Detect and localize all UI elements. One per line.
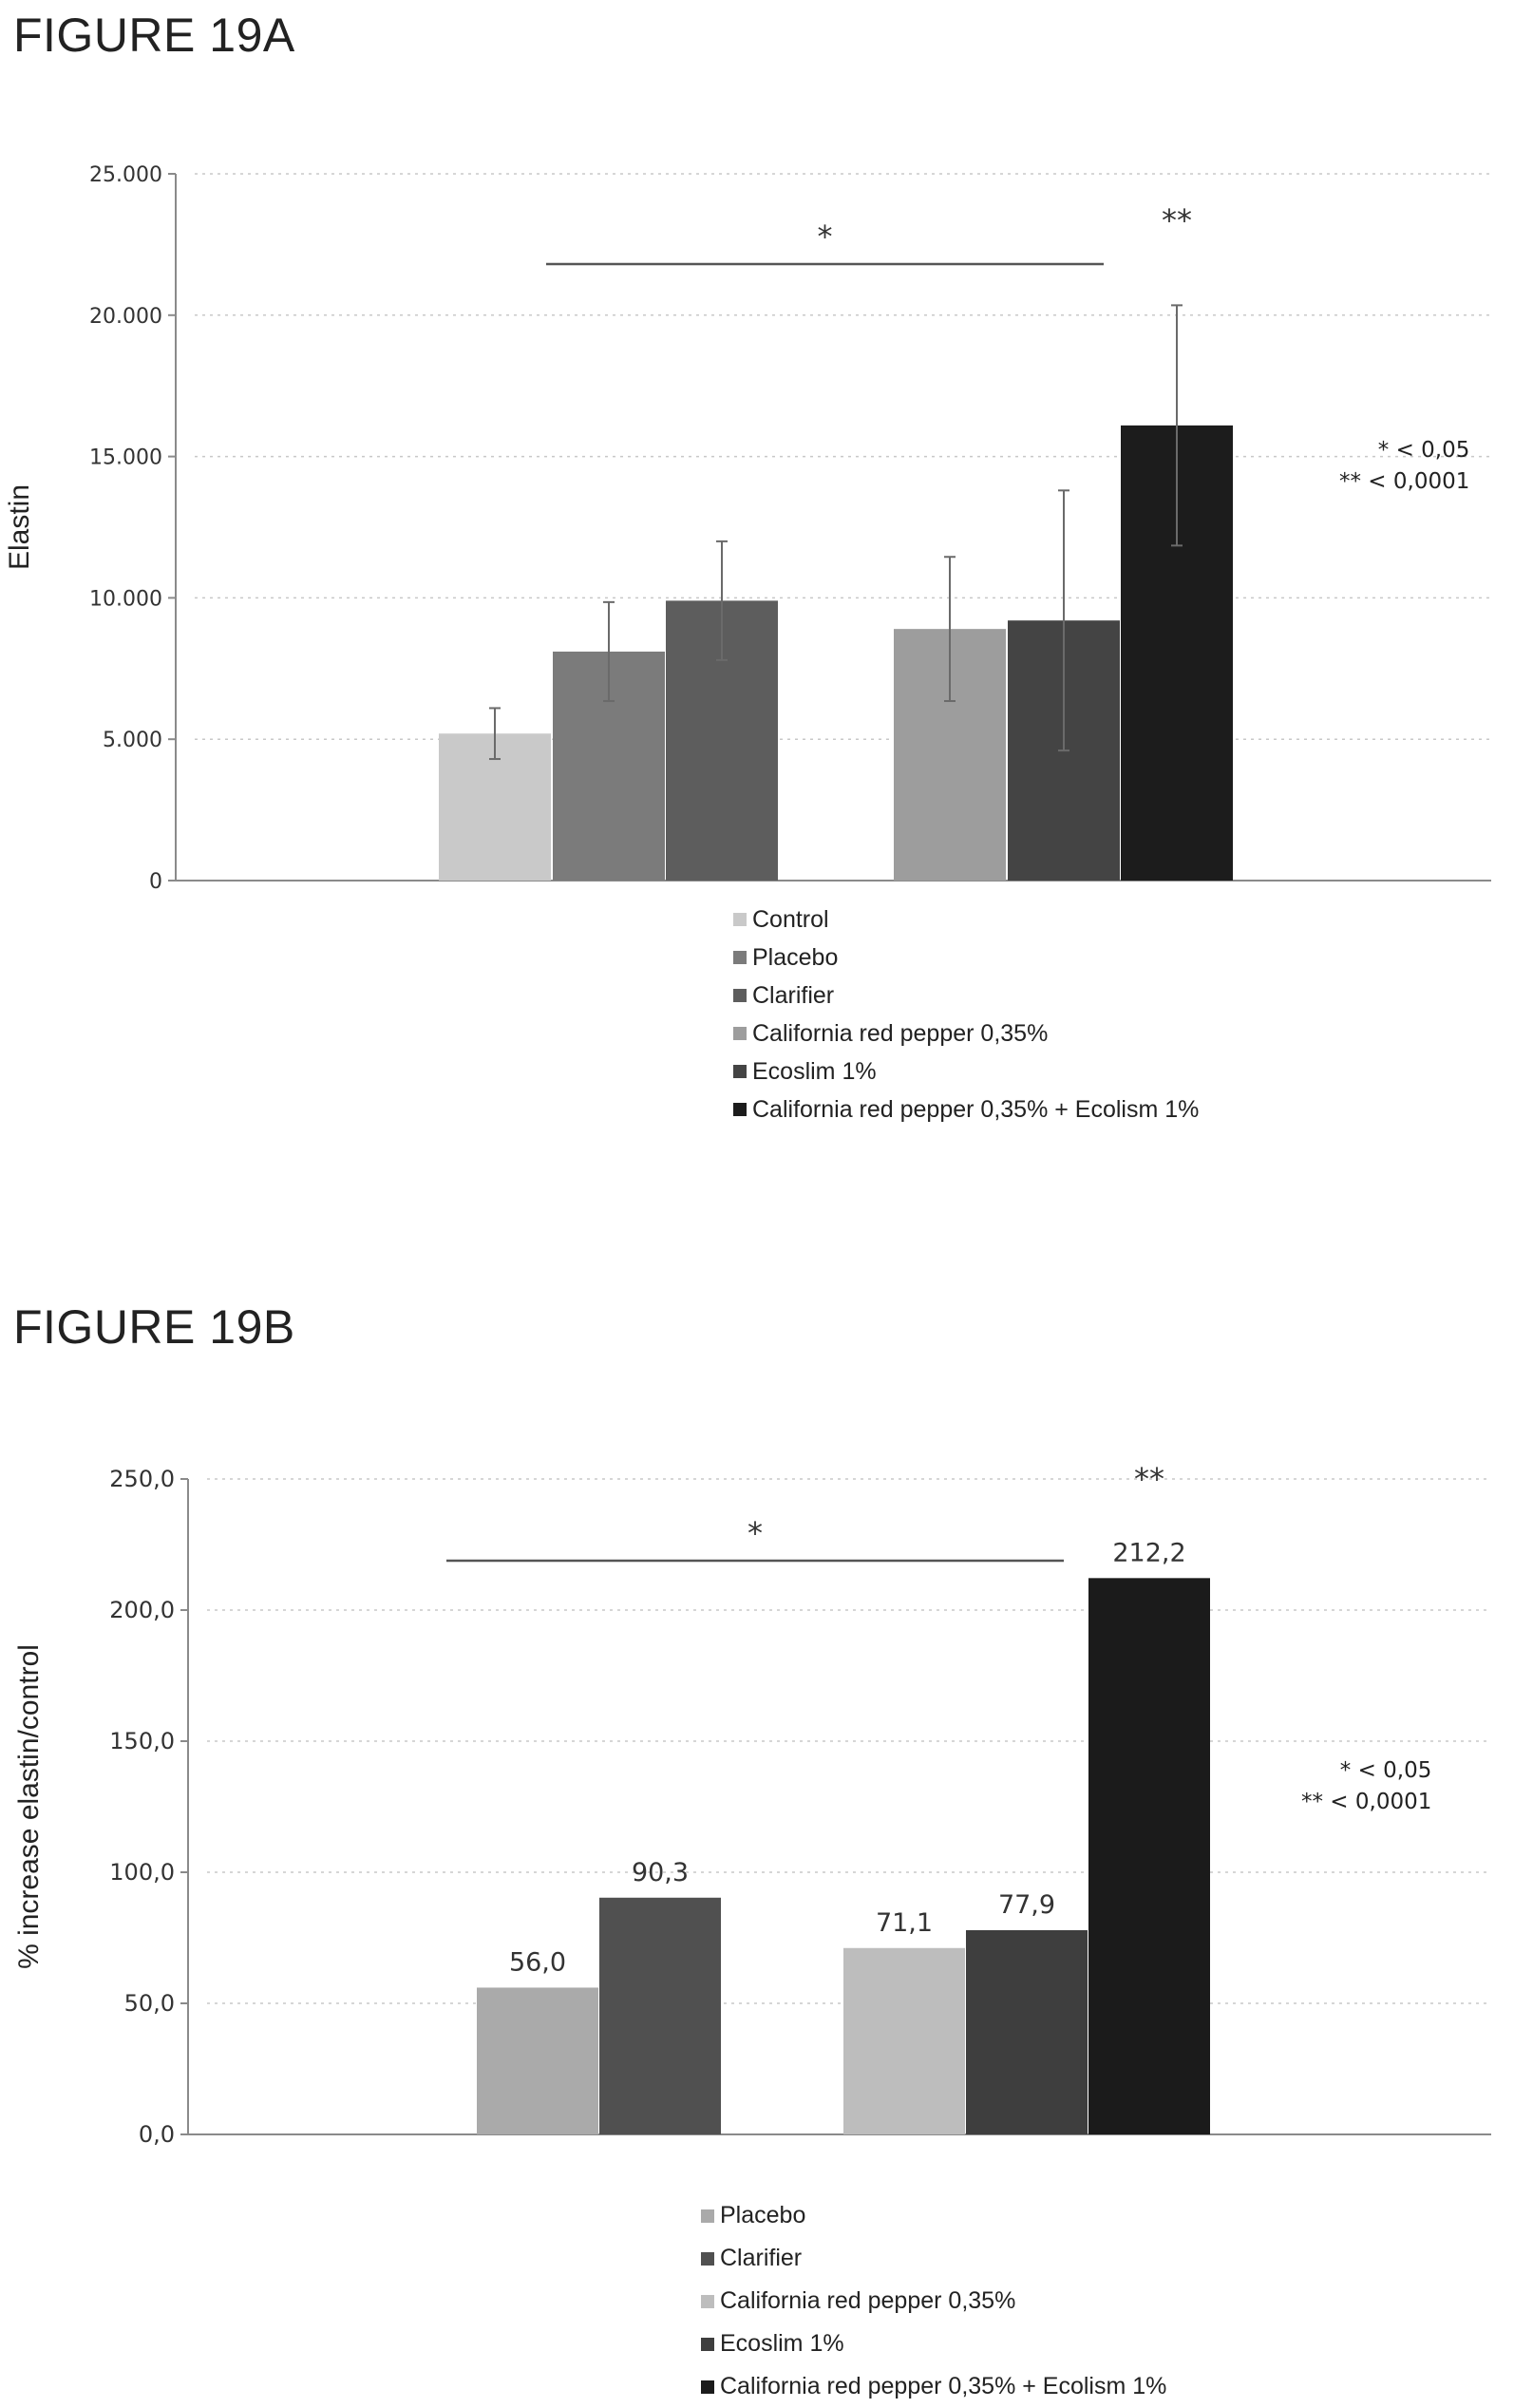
significance-note: ** < 0,0001 — [1301, 1787, 1431, 1818]
legend-item: California red pepper 0,35% + Ecolism 1% — [733, 1090, 1199, 1128]
y-tick-label: 15.000 — [89, 446, 162, 470]
legend-item: California red pepper 0,35% — [733, 1014, 1199, 1052]
legend-label: Ecoslim 1% — [720, 2330, 844, 2358]
y-tick-label: 150,0 — [109, 1728, 175, 1754]
significance-star: * — [818, 218, 833, 255]
legend-swatch — [733, 1065, 747, 1078]
data-label: 212,2 — [1112, 1538, 1185, 1567]
legend-item: Ecoslim 1% — [701, 2323, 1166, 2365]
legend-label: California red pepper 0,35% — [720, 2287, 1015, 2315]
y-tick-label: 200,0 — [109, 1597, 175, 1623]
y-tick-label: 25.000 — [89, 163, 162, 187]
significance-star: * — [748, 1515, 763, 1551]
y-tick-label: 10.000 — [89, 587, 162, 611]
significance-notes-19a: * < 0,05** < 0,0001 — [1339, 435, 1469, 499]
legend-item: Placebo — [701, 2194, 1166, 2237]
significance-notes-19b: * < 0,05** < 0,0001 — [1301, 1755, 1431, 1819]
legend-item: Ecoslim 1% — [733, 1052, 1199, 1090]
y-axis-label: Elastin — [4, 484, 35, 570]
legend-label: Control — [752, 906, 829, 934]
bar — [1088, 1578, 1210, 2134]
legend-swatch — [733, 913, 747, 926]
y-tick-label: 0,0 — [139, 2121, 175, 2148]
bar — [966, 1930, 1088, 2134]
y-tick-label: 250,0 — [109, 1466, 175, 1492]
legend-item: Clarifier — [701, 2237, 1166, 2280]
legend-label: California red pepper 0,35% + Ecolism 1% — [752, 1096, 1199, 1124]
significance-double-star: ** — [1134, 1461, 1164, 1497]
legend-19b: Placebo Clarifier California red pepper 0,… — [701, 2194, 1166, 2408]
legend-swatch — [701, 2295, 714, 2308]
legend-swatch — [733, 1027, 747, 1040]
data-label: 77,9 — [998, 1890, 1055, 1920]
significance-double-star: ** — [1162, 202, 1192, 238]
y-tick-label: 20.000 — [89, 305, 162, 329]
y-axis-label: % increase elastin/control — [13, 1644, 45, 1969]
significance-note: * < 0,05 — [1339, 435, 1469, 466]
legend-item: Placebo — [733, 939, 1199, 976]
data-label: 90,3 — [632, 1858, 689, 1887]
legend-label: Clarifier — [720, 2245, 802, 2272]
legend-swatch — [701, 2380, 714, 2394]
legend-19a: Control Placebo Clarifier California red pe… — [733, 901, 1199, 1128]
legend-label: California red pepper 0,35% + Ecolism 1% — [720, 2373, 1166, 2400]
legend-label: Placebo — [720, 2202, 805, 2229]
legend-swatch — [733, 1103, 747, 1116]
data-label: 56,0 — [509, 1947, 566, 1977]
legend-swatch — [701, 2209, 714, 2223]
legend-label: Clarifier — [752, 982, 834, 1010]
legend-item: California red pepper 0,35% — [701, 2280, 1166, 2323]
y-tick-label: 5.000 — [103, 729, 162, 752]
legend-item: Clarifier — [733, 976, 1199, 1014]
chart-19a: 05.00010.00015.00020.00025.000Elastin*** — [0, 0, 1514, 950]
legend-label: California red pepper 0,35% — [752, 1020, 1048, 1048]
legend-swatch — [701, 2338, 714, 2351]
significance-note: ** < 0,0001 — [1339, 466, 1469, 498]
legend-swatch — [733, 989, 747, 1002]
legend-label: Placebo — [752, 944, 838, 972]
legend-item: Control — [733, 901, 1199, 939]
bar — [599, 1898, 721, 2134]
data-label: 71,1 — [876, 1908, 933, 1938]
legend-swatch — [701, 2252, 714, 2266]
y-tick-label: 50,0 — [124, 1990, 175, 2017]
y-tick-label: 0 — [149, 870, 162, 894]
significance-note: * < 0,05 — [1301, 1755, 1431, 1787]
y-tick-label: 100,0 — [109, 1859, 175, 1886]
legend-swatch — [733, 951, 747, 964]
chart-19b: 0,0 50,0 100,0 150,0 200,0 250,0 % increase el… — [0, 1377, 1514, 2213]
legend-label: Ecoslim 1% — [752, 1058, 877, 1086]
figure-19b-title: FIGURE 19B — [13, 1299, 295, 1355]
bar — [477, 1987, 598, 2134]
bar — [843, 1948, 965, 2134]
legend-item: California red pepper 0,35% + Ecolism 1% — [701, 2365, 1166, 2408]
